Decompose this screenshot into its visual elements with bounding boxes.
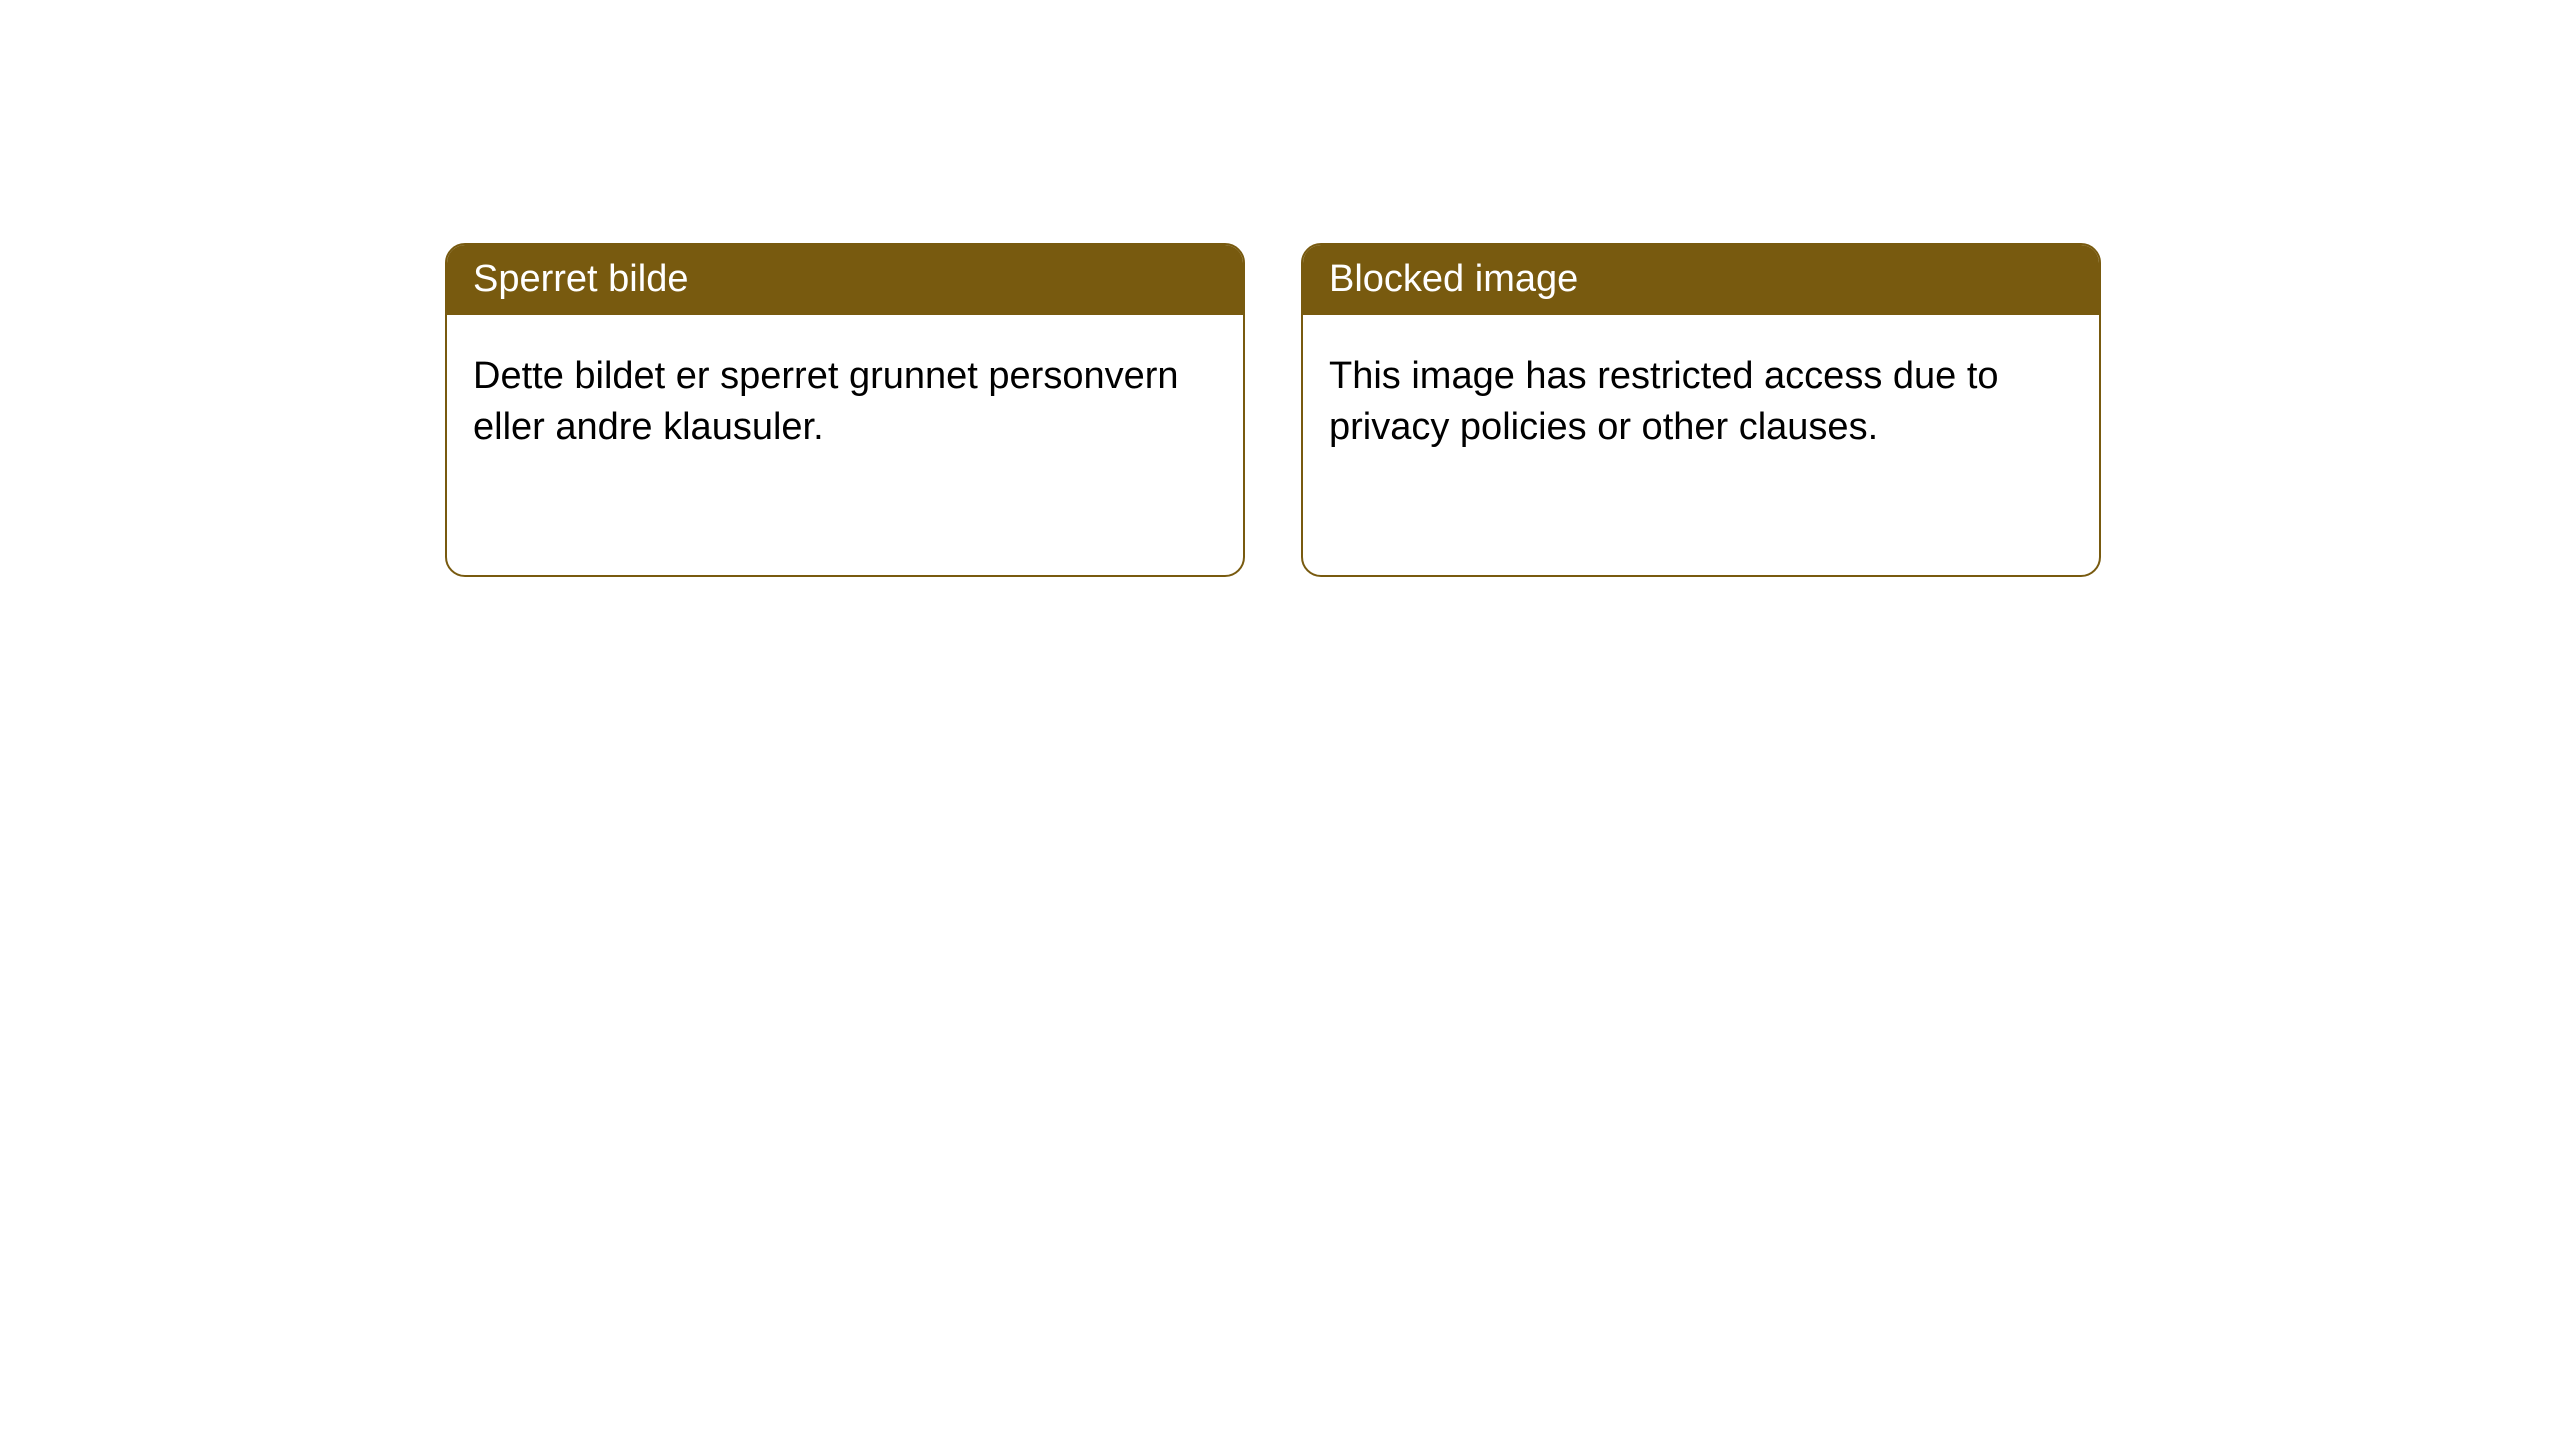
notice-title-english: Blocked image (1303, 245, 2099, 315)
notice-container: Sperret bilde Dette bildet er sperret gr… (0, 0, 2560, 577)
notice-title-norwegian: Sperret bilde (447, 245, 1243, 315)
notice-body-norwegian: Dette bildet er sperret grunnet personve… (447, 315, 1243, 490)
notice-card-english: Blocked image This image has restricted … (1301, 243, 2101, 577)
notice-card-norwegian: Sperret bilde Dette bildet er sperret gr… (445, 243, 1245, 577)
notice-body-english: This image has restricted access due to … (1303, 315, 2099, 490)
